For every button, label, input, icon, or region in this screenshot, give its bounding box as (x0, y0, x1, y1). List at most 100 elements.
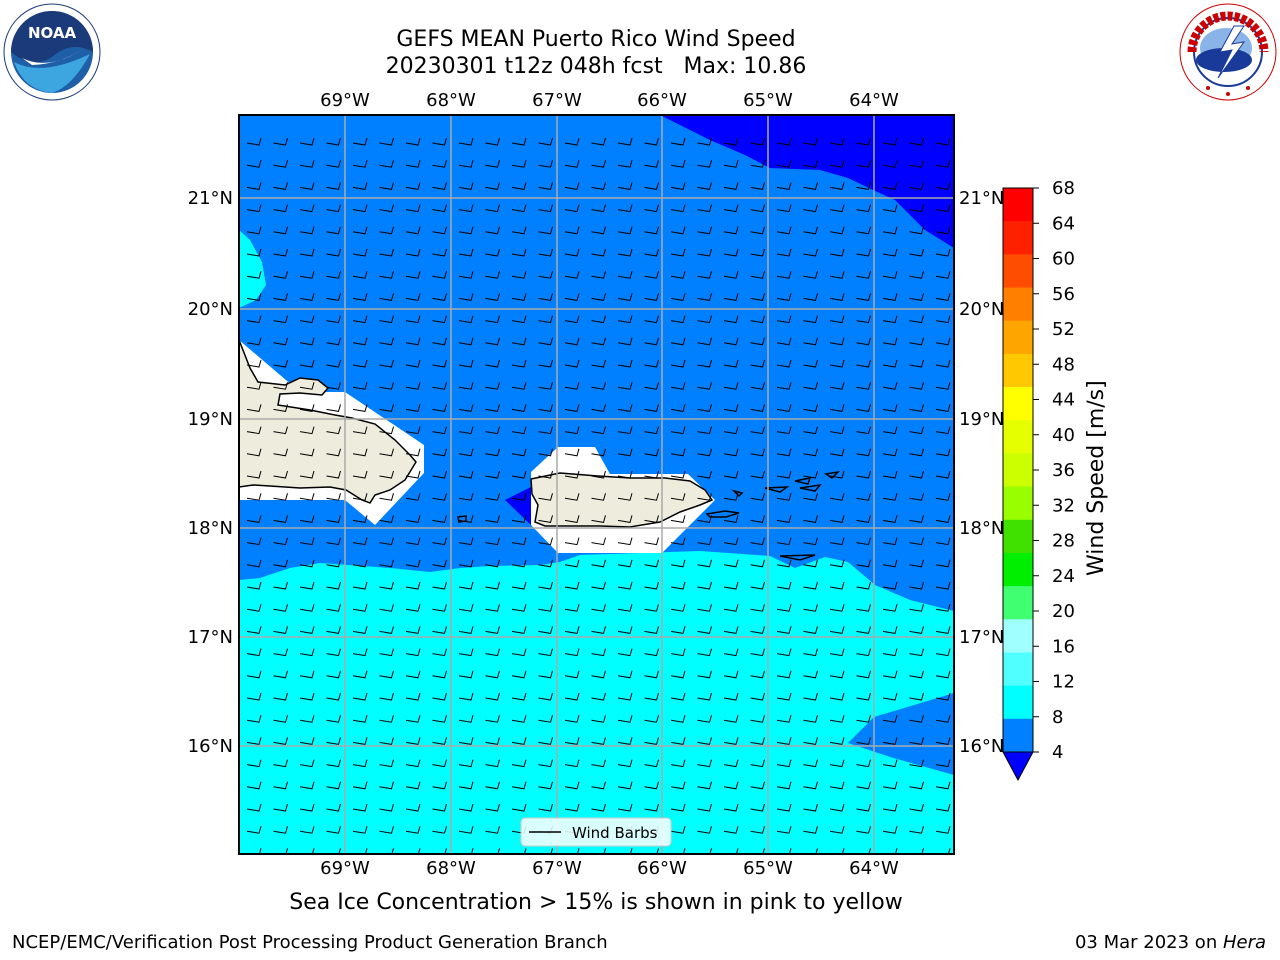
wind-barb (458, 715, 474, 723)
wind-barb (326, 781, 341, 790)
wind-barb (273, 626, 288, 634)
wind-barb (379, 604, 394, 612)
wind-barb (591, 470, 606, 479)
wind-barb (246, 692, 262, 701)
wind-barb (485, 537, 500, 546)
wind-barb (856, 137, 871, 146)
wind-barb (352, 781, 368, 790)
wind-barb (564, 515, 580, 523)
wind-barb (511, 226, 527, 235)
wind-barb (617, 515, 633, 523)
colorbar-segment (1003, 188, 1033, 222)
wind-barb (750, 359, 765, 368)
wind-barb (405, 692, 421, 701)
wind-barb (485, 226, 500, 235)
wind-barb (882, 337, 898, 346)
wind-barb (538, 670, 553, 679)
wind-barb (829, 204, 845, 213)
wind-barb (273, 293, 288, 301)
wind-barb (697, 559, 712, 568)
wind-barb (458, 692, 474, 701)
wind-barb (538, 781, 553, 790)
wind-barb (432, 337, 447, 346)
wind-barb (644, 359, 659, 368)
wind-barb (750, 404, 765, 412)
wind-barb (829, 581, 845, 590)
lon-labels-top: 69°W 68°W 67°W 66°W 65°W 64°W (320, 90, 899, 111)
wind-barb (405, 382, 421, 390)
wind-barb (697, 648, 712, 657)
wind-barb (829, 426, 845, 435)
wind-barb (299, 648, 315, 657)
wind-barb (803, 293, 818, 301)
wind-barb (670, 537, 686, 546)
lat-label: 16°N (188, 736, 233, 757)
wind-barb (670, 559, 686, 568)
wind-barb (882, 715, 898, 723)
wind-barb (617, 648, 633, 657)
wind-barb (776, 559, 792, 568)
wind-barb (723, 271, 739, 279)
wind-barb (326, 470, 341, 479)
wind-barb (697, 848, 712, 854)
wind-barb (723, 626, 739, 634)
wind-barb (882, 670, 898, 679)
wind-barb (697, 382, 712, 390)
wind-barb (352, 337, 368, 346)
wind-barb (882, 271, 898, 279)
wind-barb (591, 759, 606, 768)
wind-barb (458, 404, 474, 412)
wind-barb (564, 604, 580, 612)
wind-barb (829, 470, 845, 479)
wind-barb (352, 604, 368, 612)
wind-barb (723, 293, 739, 301)
wind-barb (882, 692, 898, 701)
wind-barb (935, 737, 951, 745)
wind-barb (776, 759, 792, 768)
wind-barb (803, 359, 818, 368)
wind-barb (882, 160, 898, 168)
wind-barb (909, 204, 924, 213)
wind-barb (326, 293, 341, 301)
wind-barb (935, 581, 951, 590)
wind-barb (352, 826, 368, 834)
wind-barb (909, 781, 924, 790)
wind-barb (776, 537, 792, 546)
wind-barb (909, 559, 924, 568)
wind-barb (803, 137, 818, 146)
wind-barb (273, 382, 288, 390)
wind-barb (803, 315, 818, 324)
wind-barb (803, 537, 818, 546)
wind-barb (935, 537, 951, 546)
wind-barb (697, 537, 712, 546)
wind-barb (485, 826, 500, 834)
wind-barb (882, 581, 898, 590)
wind-barb (617, 848, 633, 854)
wind-barb (405, 670, 421, 679)
wind-barb (829, 737, 845, 745)
wind-barb (617, 404, 633, 412)
colorbar-segment (1003, 552, 1033, 587)
wind-barb (299, 604, 315, 612)
wind-barb (856, 848, 871, 854)
wind-barb (723, 182, 739, 190)
wind-barb (909, 470, 924, 479)
wind-barb (273, 204, 288, 213)
wind-barb (644, 626, 659, 634)
wind-barb (379, 493, 394, 501)
lon-label: 65°W (743, 90, 793, 111)
wind-barb (803, 670, 818, 679)
wind-barb (299, 826, 315, 834)
wind-barb (591, 271, 606, 279)
lat-label: 19°N (188, 409, 233, 430)
wind-barb (379, 537, 394, 546)
wind-barb (591, 426, 606, 435)
wind-barb (723, 581, 739, 590)
colorbar-segment (1003, 652, 1033, 687)
wind-barb (670, 470, 686, 479)
wind-barb (829, 337, 845, 346)
wind-barb (485, 493, 500, 501)
wind-barb (299, 781, 315, 790)
wind-barb (829, 382, 845, 390)
wind-barb (299, 426, 315, 435)
